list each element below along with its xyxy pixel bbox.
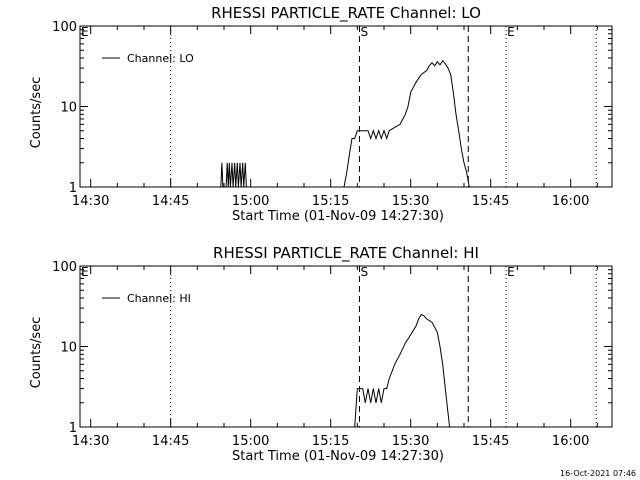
- x-axis-label: Start Time (01-Nov-09 14:27:30): [232, 449, 444, 464]
- footer-timestamp: 16-Oct-2021 07:46: [560, 469, 636, 478]
- x-tick-label: 15:15: [312, 194, 349, 209]
- series-line: [354, 313, 451, 428]
- plot-frame: [79, 25, 613, 188]
- chart-title: RHESSI PARTICLE_RATE Channel: LO: [211, 4, 481, 23]
- y-axis-label: Counts/sec: [29, 317, 44, 389]
- marker-label: S: [360, 25, 368, 39]
- legend-label: Channel: LO: [127, 52, 194, 65]
- chart-panel-2: RHESSI PARTICLE_RATE Channel: HI 14:30 14:…: [29, 244, 613, 464]
- y-tick-label: 1: [69, 181, 77, 196]
- legend-label: Channel: HI: [127, 292, 191, 305]
- x-tick-label: 15:45: [472, 434, 509, 449]
- y-tick-label: 100: [52, 260, 77, 275]
- y-axis-label: Counts/sec: [29, 77, 44, 149]
- marker-label: E: [507, 265, 515, 279]
- x-tick-label: 14:30: [72, 434, 109, 449]
- y-tick-label: 100: [52, 20, 77, 35]
- series-line: [220, 162, 247, 188]
- marker-label: E: [81, 265, 89, 279]
- x-tick-label: 15:00: [232, 434, 269, 449]
- marker-label: E: [81, 25, 89, 39]
- x-tick-label: 15:15: [312, 434, 349, 449]
- x-tick-label: 15:45: [472, 194, 509, 209]
- y-tick-label: 10: [60, 101, 77, 116]
- x-tick-label: 15:30: [392, 194, 429, 209]
- chart-title: RHESSI PARTICLE_RATE Channel: HI: [213, 244, 479, 263]
- marker-label: S: [360, 265, 368, 279]
- plot-frame: [79, 265, 613, 428]
- series-line: [343, 59, 470, 188]
- x-tick-label: 16:00: [552, 434, 589, 449]
- marker-label: E: [507, 25, 515, 39]
- x-tick-label: 16:00: [552, 194, 589, 209]
- x-tick-label: 15:00: [232, 194, 269, 209]
- chart-panel-1: RHESSI PARTICLE_RATE Channel: LO 14:30 14:…: [29, 4, 613, 224]
- x-tick-label: 14:45: [152, 194, 189, 209]
- x-tick-label: 15:30: [392, 434, 429, 449]
- x-tick-label: 14:30: [72, 194, 109, 209]
- y-tick-label: 1: [69, 421, 77, 436]
- y-tick-label: 10: [60, 341, 77, 356]
- x-axis-label: Start Time (01-Nov-09 14:27:30): [232, 209, 444, 224]
- x-tick-label: 14:45: [152, 434, 189, 449]
